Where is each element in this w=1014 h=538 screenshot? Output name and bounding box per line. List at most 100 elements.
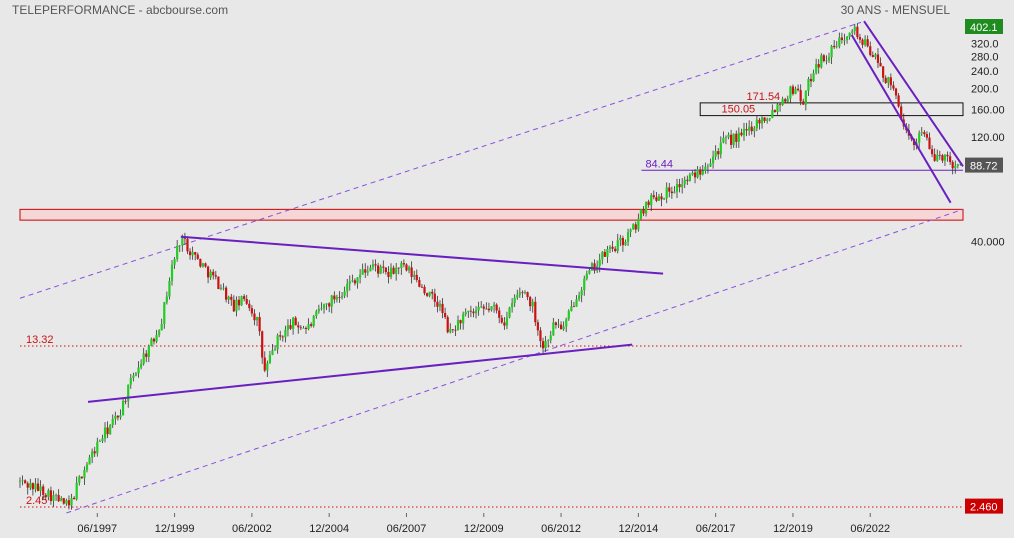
candle-body xyxy=(650,195,653,206)
candle-body xyxy=(410,267,413,277)
chart-subtitle: 30 ANS - MENSUEL xyxy=(841,3,951,17)
candle-body xyxy=(353,280,357,284)
candle-body xyxy=(686,179,689,181)
candle-body xyxy=(791,86,795,94)
candle-body xyxy=(665,187,668,199)
candle-body xyxy=(395,267,398,274)
candle-body xyxy=(804,90,807,105)
candle-body xyxy=(869,46,872,56)
candle-body xyxy=(799,90,802,102)
candle-body xyxy=(377,265,380,274)
candle-body xyxy=(820,55,823,68)
candle-body xyxy=(67,500,71,506)
price-tag-label-low: 2.460 xyxy=(970,502,998,514)
candle-body xyxy=(724,137,728,139)
candle-body xyxy=(570,306,573,312)
candle-body xyxy=(358,274,362,278)
candle-body xyxy=(343,291,346,296)
candle-body xyxy=(629,229,632,232)
candle-body xyxy=(732,133,735,145)
candle-body xyxy=(557,324,560,326)
candle-body xyxy=(219,287,223,289)
candle-body xyxy=(771,110,774,119)
candle-body xyxy=(235,299,238,312)
candle-body xyxy=(155,334,158,342)
candle-body xyxy=(158,330,161,335)
candle-body xyxy=(18,480,22,482)
y-tick-label: 120.00 xyxy=(971,132,1005,144)
candle-body xyxy=(333,295,336,300)
x-tick-label: 06/2002 xyxy=(232,523,272,535)
candle-body xyxy=(567,311,570,320)
candle-body xyxy=(503,322,506,326)
candle-body xyxy=(678,184,681,188)
candle-body xyxy=(436,301,439,307)
candle-body xyxy=(750,126,753,132)
candle-body xyxy=(371,264,375,268)
candle-body xyxy=(954,165,957,169)
candle-body xyxy=(670,191,673,194)
candle-body xyxy=(547,340,550,342)
candle-body xyxy=(39,486,42,491)
candle-body xyxy=(196,254,199,259)
candle-body xyxy=(281,336,284,338)
candle-body xyxy=(261,331,264,358)
candle-body xyxy=(871,55,874,57)
x-tick-label: 06/2017 xyxy=(696,523,736,535)
candle-body xyxy=(624,241,627,246)
candle-body xyxy=(889,77,892,86)
candle-body xyxy=(760,117,764,124)
y-tick-label: 240.0 xyxy=(971,66,999,78)
candle-body xyxy=(201,263,205,267)
candle-body xyxy=(858,37,862,40)
candle-body xyxy=(191,252,194,256)
candle-body xyxy=(116,415,120,418)
candle-body xyxy=(165,296,168,303)
candle-body xyxy=(49,490,53,501)
candle-body xyxy=(26,483,29,488)
resistance-zone xyxy=(19,208,964,221)
candle-body xyxy=(340,295,344,298)
candle-body xyxy=(956,164,959,166)
candle-body xyxy=(840,37,844,41)
candle-body xyxy=(541,341,545,349)
candle-body xyxy=(652,195,655,198)
candle-body xyxy=(258,317,261,332)
candle-body xyxy=(248,303,251,309)
candle-body xyxy=(286,325,290,330)
candle-body xyxy=(876,54,880,63)
candle-body xyxy=(735,133,738,142)
candle-body xyxy=(325,303,328,305)
level-label-13.32: 13.32 xyxy=(26,334,54,346)
candle-body xyxy=(83,470,86,479)
candle-body xyxy=(753,128,756,132)
candle-body xyxy=(397,267,400,269)
candle-body xyxy=(433,293,436,302)
candle-body xyxy=(838,37,841,47)
candle-body xyxy=(938,154,941,156)
candle-body xyxy=(379,266,382,274)
candle-body xyxy=(699,169,702,175)
candle-body xyxy=(279,335,282,337)
candle-body xyxy=(271,350,274,355)
candle-body xyxy=(407,267,411,271)
candle-body xyxy=(822,55,825,62)
candle-body xyxy=(807,78,810,91)
candle-body xyxy=(794,88,797,94)
candle-body xyxy=(415,274,418,281)
candle-body xyxy=(34,483,37,490)
candle-body xyxy=(232,299,235,312)
candle-body xyxy=(485,308,488,310)
levels-layer: 13.32 2.45 84.44 xyxy=(20,158,963,508)
candle-body xyxy=(575,299,578,307)
candle-body xyxy=(737,132,740,142)
candle-body xyxy=(897,95,900,107)
chart-title: TELEPERFORMANCE - abcbourse.com xyxy=(12,3,228,17)
candle-body xyxy=(936,154,939,161)
candle-body xyxy=(173,259,176,265)
candle-body xyxy=(142,353,145,364)
candle-body xyxy=(366,271,369,273)
candle-body xyxy=(217,276,220,289)
candle-body xyxy=(237,299,241,306)
candle-body xyxy=(657,196,661,201)
